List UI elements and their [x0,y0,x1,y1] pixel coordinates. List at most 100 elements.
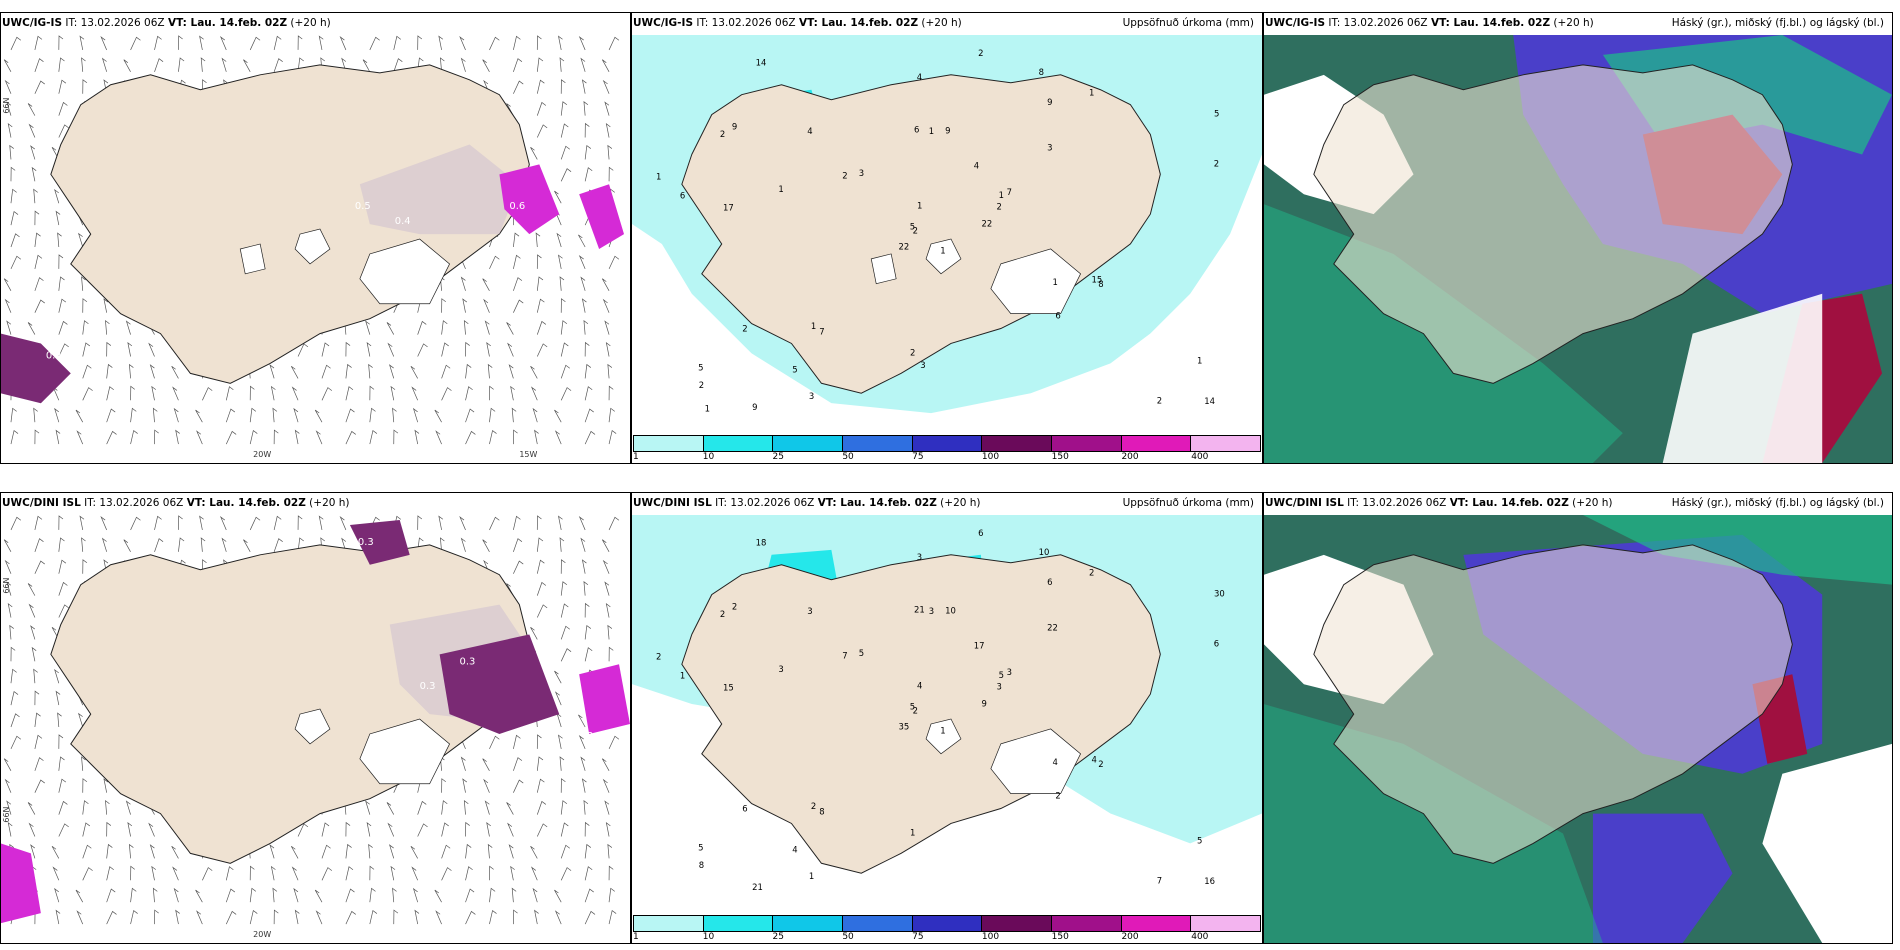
map-wind-ice[interactable]: 0.3 0.3 0.3 1.7 2.7 66N 20W 66N [1,515,630,943]
map-clouds[interactable] [1264,35,1892,463]
precip-value: 8 [819,807,824,817]
wind-barb [79,35,85,50]
wind-barb [484,800,490,815]
ice-label: 2.7 [587,731,603,742]
iceland-outline [1313,64,1793,384]
map-clouds[interactable] [1264,515,1892,943]
wind-barb [560,123,569,138]
wind-barb [3,758,12,771]
wind-barb [51,626,60,640]
precip-value: 5 [910,701,915,711]
wind-barb [554,670,562,684]
wind-barb [154,58,164,72]
wind-barb [315,910,323,925]
precip-value: 2 [1157,395,1162,405]
wind-barb [584,647,593,662]
wind-barb [417,35,423,50]
colorbar-segment [1121,436,1192,451]
precip-value: 8 [699,860,704,870]
wind-barb [560,559,566,574]
wind-barb [81,537,86,552]
wind-barb [7,603,13,618]
wind-barb [106,843,113,859]
wind-barb [532,407,538,423]
row-dini-isl: UWC/DINI ISL IT: 13.02.2026 06Z VT: Lau.… [0,492,1900,944]
panel-title: UWC/IG-IS IT: 13.02.2026 06Z VT: Lau. 14… [1265,17,1884,29]
wind-barb [81,276,86,291]
wind-barb [513,909,518,925]
wind-barb [536,254,542,269]
precip-value: 5 [698,843,703,853]
wind-barb [4,79,12,94]
wind-barb [536,756,544,771]
wind-barb [221,57,227,72]
wind-barb [10,690,19,706]
lat-label: 66N [2,578,11,594]
wind-barb [3,539,12,552]
wind-barb [249,887,257,903]
wind-barb [249,385,255,401]
wind-barb [58,778,67,793]
colorbar-tick: 75 [912,452,924,462]
precip-value: 2 [996,201,1001,211]
precip-value: 17 [723,203,734,213]
wind-barb [58,79,67,94]
wind-barb [171,845,179,859]
precip-value: 5 [999,670,1004,680]
wind-barb [123,539,131,552]
wind-barb [441,822,449,837]
wind-barb [345,386,354,401]
wind-barb [34,779,45,793]
wind-barb [4,559,12,574]
precip-value: 21 [914,605,925,615]
wind-barb [486,822,491,837]
wind-barb [513,515,521,531]
wind-barb [584,144,592,160]
wind-barb [536,320,547,335]
map-precip[interactable]: 1 2 2 5 5 8 10 10 6 9 18 16 15 30 35 22 21 21 17 6 5 8 4 3 3 2 2 3 1… [632,515,1262,915]
wind-barb [465,866,473,881]
wind-barb [149,364,155,379]
wind-barb [34,712,41,728]
wind-barb [105,320,110,335]
wind-barb [58,756,65,771]
glacier [870,253,897,285]
wind-barb [578,234,586,248]
precip-value: 7 [1157,875,1162,885]
map-precip[interactable]: 1 2 2 5 1 7 8 9 9 22 14 14 17 5 22 3 9 6 4 2 3 2 5 1 7 8 9 4 6 1 2 5 2 1 4… [632,35,1262,435]
panel-title: UWC/DINI ISL IT: 13.02.2026 06Z VT: Lau.… [633,497,1254,509]
wind-barb [10,735,22,750]
colorbar-bar [633,915,1261,932]
precip-value: 2 [1214,159,1219,169]
wind-barb [106,386,114,401]
wind-barb [441,320,448,335]
wind-barb [130,385,135,401]
wind-barb [345,341,351,357]
glacier [925,718,962,755]
wind-barb [536,101,547,116]
wind-barb [513,757,523,771]
precip-value: 3 [1047,142,1052,152]
ice-label: 0.7 [368,63,384,74]
wind-barb [460,276,466,291]
wind-barb [558,515,563,530]
wind-barb [57,232,62,248]
wind-barb [604,320,610,335]
wind-barb [314,409,323,423]
colorbar: 1 10 25 50 75 100 150 200 400 [632,435,1262,463]
wind-barb [10,407,17,423]
wind-barb [178,57,185,72]
precip-value: 22 [981,218,992,228]
wind-barb [584,363,592,379]
wind-barb [101,537,107,552]
wind-barb [318,515,324,530]
wind-barb [315,430,323,445]
wind-barb [225,866,234,881]
wind-barb [536,35,542,50]
colorbar-tick: 10 [702,452,715,462]
precip-value: 1 [811,321,816,331]
map-wind-ice[interactable]: 0.5 0.7 0.4 0.6 0.4 66N 20W 15W [1,35,630,463]
wind-barb [345,430,356,445]
wind-barb [601,278,610,291]
colorbar-segment [773,916,844,931]
